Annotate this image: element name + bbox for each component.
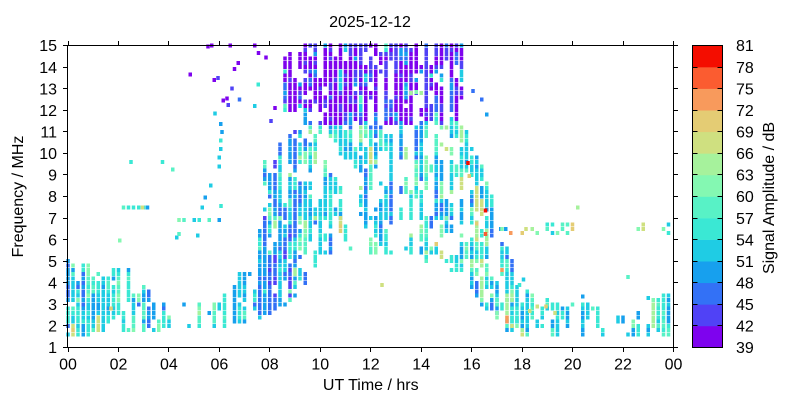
svg-text:81: 81	[736, 38, 754, 55]
svg-text:12: 12	[39, 103, 57, 120]
svg-text:12: 12	[362, 357, 380, 374]
svg-text:14: 14	[39, 60, 57, 77]
svg-text:7: 7	[48, 211, 57, 228]
svg-text:20: 20	[564, 357, 582, 374]
svg-text:9: 9	[48, 168, 57, 185]
svg-text:00: 00	[665, 357, 683, 374]
svg-text:63: 63	[736, 168, 754, 185]
svg-text:15: 15	[39, 38, 57, 55]
svg-text:14: 14	[412, 357, 430, 374]
svg-text:Frequency / MHz: Frequency / MHz	[10, 136, 27, 258]
svg-text:11: 11	[40, 125, 57, 142]
svg-text:16: 16	[463, 357, 481, 374]
svg-text:08: 08	[261, 357, 279, 374]
svg-text:69: 69	[736, 125, 754, 142]
svg-text:57: 57	[736, 211, 754, 228]
svg-text:45: 45	[736, 297, 754, 314]
svg-text:75: 75	[736, 81, 754, 98]
svg-text:8: 8	[48, 189, 57, 206]
svg-text:54: 54	[736, 232, 754, 249]
svg-text:UT Time / hrs: UT Time / hrs	[323, 377, 419, 394]
svg-text:66: 66	[736, 146, 754, 163]
svg-text:1: 1	[48, 340, 57, 357]
svg-text:04: 04	[160, 357, 178, 374]
svg-text:51: 51	[736, 254, 754, 271]
svg-text:06: 06	[211, 357, 229, 374]
svg-text:78: 78	[736, 60, 754, 77]
svg-text:13: 13	[39, 81, 57, 98]
svg-text:6: 6	[48, 232, 57, 249]
svg-text:60: 60	[736, 189, 754, 206]
svg-text:10: 10	[39, 146, 57, 163]
svg-text:3: 3	[48, 297, 57, 314]
svg-text:18: 18	[513, 357, 531, 374]
svg-text:72: 72	[736, 103, 754, 120]
svg-text:22: 22	[614, 357, 632, 374]
svg-text:00: 00	[59, 357, 77, 374]
svg-text:5: 5	[48, 254, 57, 271]
svg-text:42: 42	[736, 319, 754, 336]
svg-text:10: 10	[311, 357, 329, 374]
svg-text:39: 39	[736, 340, 754, 357]
svg-text:Signal Amplitude / dB: Signal Amplitude / dB	[761, 122, 778, 274]
svg-text:02: 02	[110, 357, 128, 374]
svg-text:48: 48	[736, 276, 754, 293]
svg-text:4: 4	[48, 276, 57, 293]
svg-text:2025-12-12: 2025-12-12	[329, 14, 411, 31]
svg-text:2: 2	[48, 319, 57, 336]
